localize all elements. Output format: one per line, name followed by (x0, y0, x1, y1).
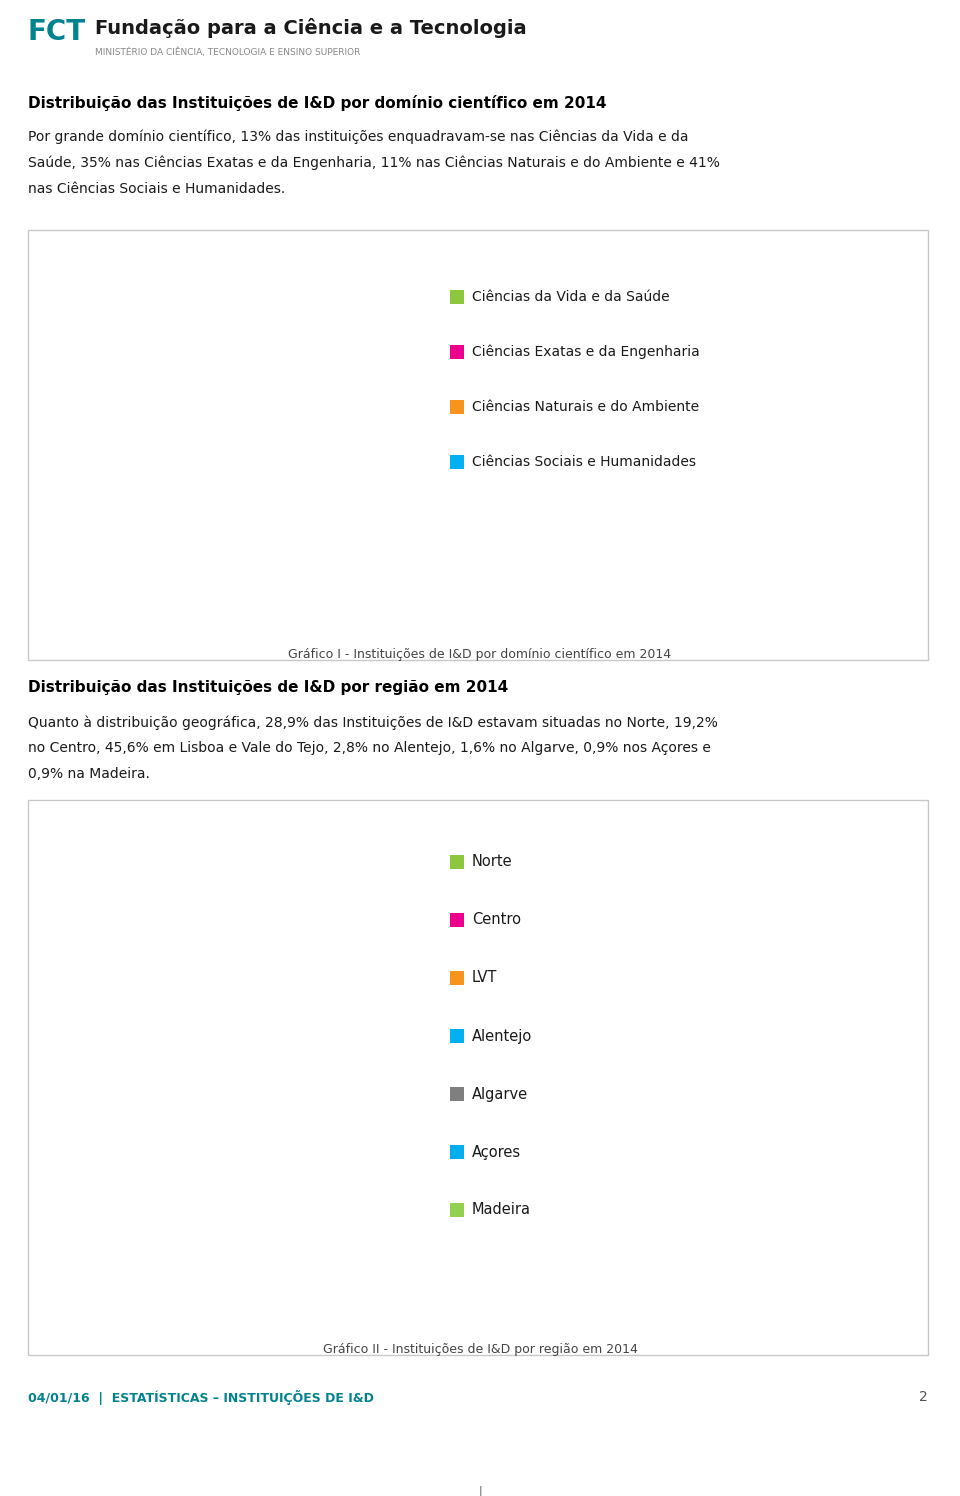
Text: MINISTÉRIO DA CIÊNCIA, TECNOLOGIA E ENSINO SUPERIOR: MINISTÉRIO DA CIÊNCIA, TECNOLOGIA E ENSI… (95, 48, 360, 57)
Text: Quanto à distribuição geográfica, 28,9% das Instituições de I&D estavam situadas: Quanto à distribuição geográfica, 28,9% … (28, 715, 718, 730)
Text: 61
19,2%: 61 19,2% (149, 1140, 194, 1168)
Wedge shape (230, 939, 239, 1088)
Text: 3
0,9%: 3 0,9% (222, 847, 252, 929)
Wedge shape (230, 939, 248, 1088)
Text: 9
2,8%: 9 2,8% (277, 859, 315, 936)
Text: LVT: LVT (472, 971, 497, 986)
Text: no Centro, 45,6% em Lisboa e Vale do Tejo, 2,8% no Alentejo, 1,6% no Algarve, 0,: no Centro, 45,6% em Lisboa e Vale do Tej… (28, 741, 710, 755)
Text: |: | (478, 1486, 482, 1496)
Wedge shape (230, 298, 378, 571)
Text: Ciências Sociais e Humanidades: Ciências Sociais e Humanidades (472, 455, 696, 470)
Text: 40
13%: 40 13% (179, 346, 210, 374)
Text: Gráfico II - Instituições de I&D por região em 2014: Gráfico II - Instituições de I&D por reg… (323, 1343, 637, 1355)
Text: 111
35%: 111 35% (127, 459, 158, 488)
Text: 92
28,9%: 92 28,9% (137, 1019, 182, 1047)
Text: Ciências da Vida e da Saúde: Ciências da Vida e da Saúde (472, 290, 670, 304)
Text: 0,9% na Madeira.: 0,9% na Madeira. (28, 767, 150, 781)
Text: Fundação para a Ciência e a Tecnologia: Fundação para a Ciência e a Tecnologia (95, 18, 527, 37)
Text: Distribuição das Instituições de I&D por domínio científico em 2014: Distribuição das Instituições de I&D por… (28, 96, 607, 111)
Text: Ciências Naturais e do Ambiente: Ciências Naturais e do Ambiente (472, 399, 699, 414)
Text: Saúde, 35% nas Ciências Exatas e da Engenharia, 11% nas Ciências Naturais e do A: Saúde, 35% nas Ciências Exatas e da Enge… (28, 156, 720, 171)
Text: FCT: FCT (28, 18, 86, 46)
Text: Ciências Exatas e da Engenharia: Ciências Exatas e da Engenharia (472, 344, 700, 359)
Text: Norte: Norte (472, 854, 513, 869)
Text: Centro: Centro (472, 913, 521, 928)
Text: 2: 2 (920, 1390, 928, 1405)
Wedge shape (206, 444, 308, 592)
Text: Madeira: Madeira (472, 1203, 531, 1218)
Wedge shape (125, 298, 230, 444)
Text: 04/01/16  |  ESTATÍSTICAS – INSTITUIÇÕES DE I&D: 04/01/16 | ESTATÍSTICAS – INSTITUIÇÕES D… (28, 1390, 373, 1405)
Wedge shape (230, 942, 287, 1088)
Wedge shape (212, 951, 378, 1236)
Text: 145
45,6%: 145 45,6% (293, 1097, 339, 1123)
Text: 5
1,6%: 5 1,6% (252, 851, 284, 932)
Text: Alentejo: Alentejo (472, 1029, 532, 1044)
Wedge shape (82, 341, 230, 591)
Wedge shape (82, 939, 230, 1123)
Wedge shape (86, 1088, 230, 1234)
Text: Açores: Açores (472, 1144, 521, 1159)
Text: Algarve: Algarve (472, 1086, 528, 1101)
Text: 36
11%: 36 11% (232, 521, 264, 549)
Text: Por grande domínio científico, 13% das instituições enquadravam-se nas Ciências : Por grande domínio científico, 13% das i… (28, 130, 688, 145)
Wedge shape (230, 941, 262, 1088)
Text: Distribuição das Instituições de I&D por região em 2014: Distribuição das Instituições de I&D por… (28, 681, 508, 696)
Text: 3
0,9%: 3 0,9% (235, 848, 266, 931)
Text: Gráfico I - Instituições de I&D por domínio científico em 2014: Gráfico I - Instituições de I&D por domí… (288, 648, 672, 661)
Text: nas Ciências Sociais e Humanidades.: nas Ciências Sociais e Humanidades. (28, 183, 285, 196)
Text: 131
41%: 131 41% (302, 405, 334, 434)
